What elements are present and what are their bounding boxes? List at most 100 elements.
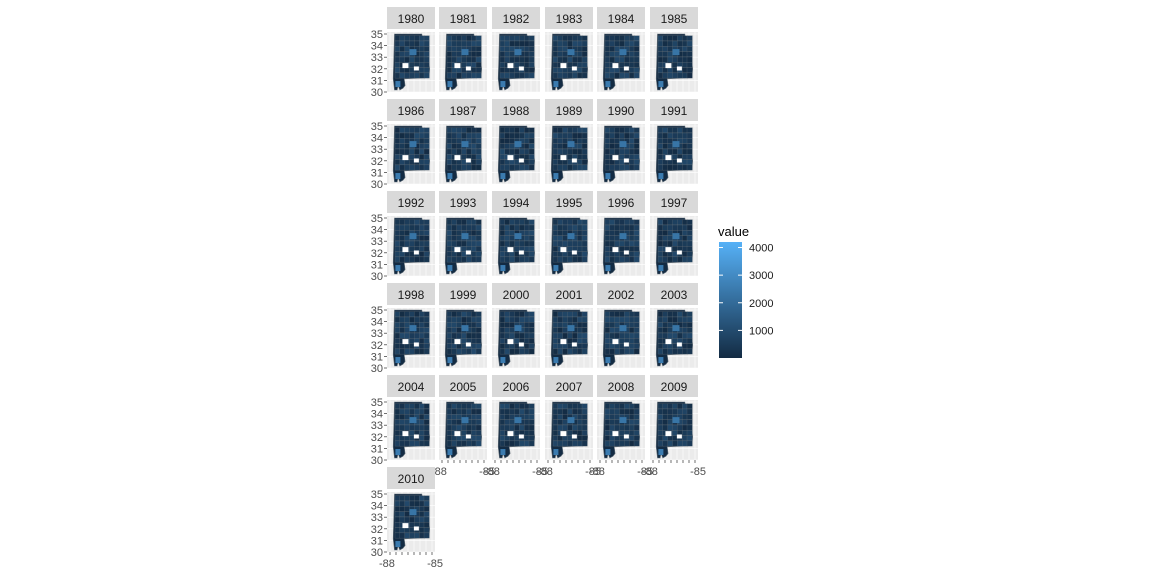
county-cell (557, 332, 564, 339)
county-cell (475, 316, 482, 323)
county-cell (572, 164, 578, 171)
county-cell (475, 159, 482, 165)
county-cell (672, 127, 679, 134)
county-cell (499, 51, 506, 57)
county-cell (451, 224, 458, 231)
facet-strip-label: 1988 (503, 104, 530, 118)
county-cell (677, 408, 683, 415)
county-cell (456, 230, 463, 236)
county-cell (404, 414, 411, 420)
facet-strip-label: 1983 (556, 12, 583, 26)
county-high-value (500, 81, 506, 88)
county-cell (686, 138, 693, 144)
county-cell (419, 72, 425, 79)
county-cell (577, 219, 583, 226)
county-cell (451, 419, 458, 425)
county-cell (657, 40, 664, 47)
county-missing (665, 431, 672, 437)
county-cell (572, 127, 578, 134)
county-cell (604, 132, 611, 139)
county-high-value (461, 141, 469, 148)
county-cell (461, 164, 468, 171)
county-cell (423, 511, 430, 517)
county-cell (609, 251, 616, 257)
county-cell (499, 164, 506, 171)
county-cell (528, 46, 535, 52)
county-cell (552, 67, 559, 73)
county-cell (677, 348, 683, 355)
county-cell (419, 343, 425, 349)
facet-panel-2006: 2006-88 -85 (484, 375, 548, 478)
county-cell (662, 408, 669, 415)
county-cell (662, 419, 669, 425)
county-cell (446, 72, 453, 79)
county-cell (528, 424, 535, 431)
county-cell (528, 316, 535, 323)
county-cell (572, 316, 578, 323)
facet-strip (439, 191, 487, 213)
county-cell (509, 251, 516, 257)
facet-strip-label: 1985 (661, 12, 688, 26)
county-cell (471, 235, 477, 241)
county-cell (446, 62, 453, 68)
county-cell (609, 424, 616, 431)
county-cell (667, 67, 674, 73)
county-cell (604, 35, 611, 42)
county-missing (560, 247, 567, 253)
county-cell (404, 511, 411, 517)
county-cell (394, 251, 401, 257)
county-cell (562, 127, 569, 134)
facet-panel-2008: 2008-88 -85 (589, 375, 653, 478)
county-cell (471, 72, 477, 79)
y-tick-label: 30 (371, 455, 383, 467)
county-high-value (500, 173, 506, 180)
county-cell (423, 148, 430, 155)
county-cell (572, 40, 578, 47)
county-cell (419, 414, 425, 420)
county-cell (682, 159, 688, 165)
county-high-value (658, 173, 664, 180)
county-cell (475, 219, 482, 226)
county-cell (528, 414, 535, 420)
facet-strip-label: 1998 (398, 288, 425, 302)
county-cell (514, 56, 521, 63)
county-cell (614, 219, 621, 226)
county-cell (446, 311, 453, 318)
county-cell (419, 522, 425, 528)
county-cell (509, 332, 516, 339)
y-tick-label: 31 (371, 443, 383, 455)
facet-strip (439, 99, 487, 121)
county-cell (404, 327, 411, 333)
county-cell (524, 164, 530, 171)
county-cell (466, 40, 472, 47)
county-cell (446, 56, 453, 63)
county-cell (419, 316, 425, 323)
county-cell (519, 148, 525, 155)
county-cell (686, 338, 693, 344)
county-cell (657, 224, 664, 231)
county-cell (672, 424, 679, 431)
county-cell (577, 327, 583, 333)
county-cell (509, 164, 516, 171)
county-cell (686, 251, 693, 257)
county-cell (672, 132, 679, 139)
y-tick-label: 35 (371, 121, 383, 133)
county-cell (394, 46, 401, 52)
county-cell (662, 72, 669, 79)
county-cell (409, 500, 416, 507)
facet-strip-label: 2007 (556, 380, 583, 394)
county-cell (475, 40, 482, 47)
county-cell (609, 408, 616, 415)
county-cell (629, 154, 635, 160)
county-cell (562, 327, 569, 333)
county-cell (557, 46, 564, 52)
facet-strip (545, 375, 593, 397)
county-cell (394, 403, 401, 410)
county-cell (614, 164, 621, 171)
county-cell (466, 424, 472, 431)
county-missing (676, 250, 682, 255)
county-cell (471, 67, 477, 73)
county-cell (677, 240, 683, 247)
county-missing (454, 431, 461, 437)
county-cell (657, 403, 664, 410)
